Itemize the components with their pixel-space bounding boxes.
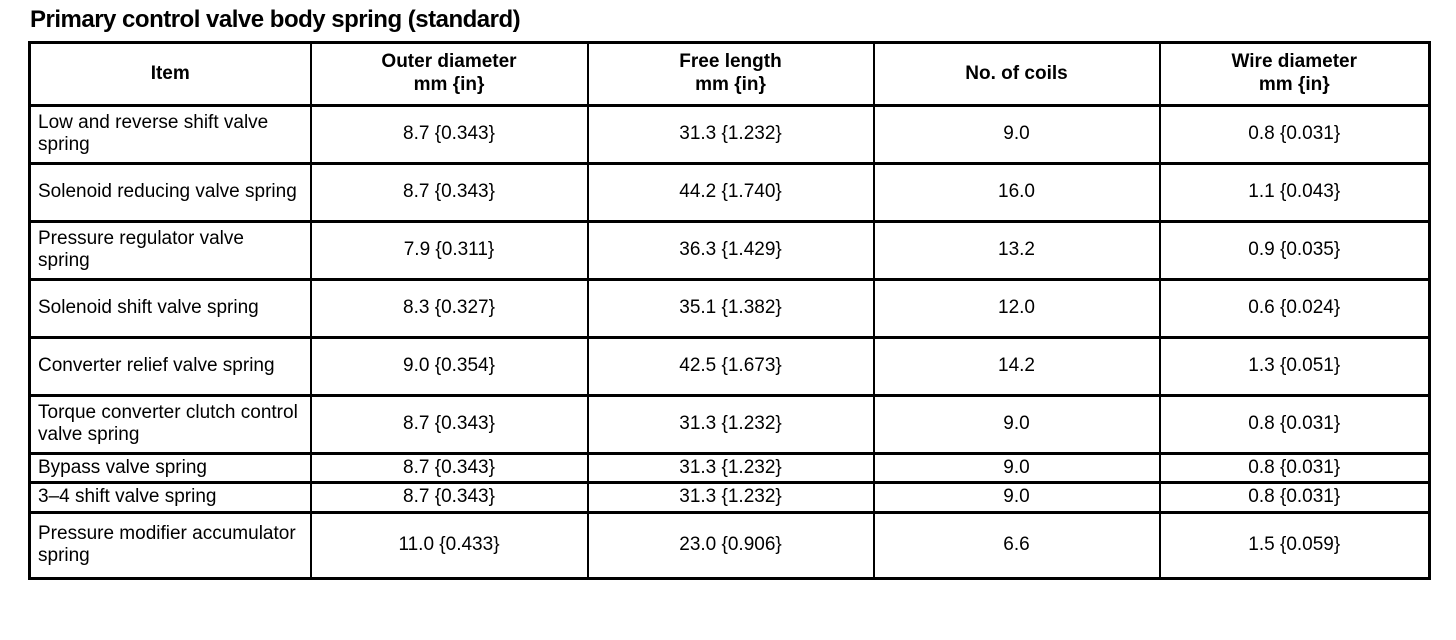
outer-diameter-cell: 8.7 {0.343} [309,393,589,455]
no-of-coils-cell: 9.0 [872,393,1161,455]
outer-diameter-cell: 8.7 {0.343} [309,451,589,485]
column-header-unit: mm {in} [413,73,485,95]
item-cell: 3–4 shift valve spring [28,481,312,514]
column-header-free-length: Free length mm {in} [586,40,875,107]
outer-diameter-cell: 8.7 {0.343} [309,161,589,223]
wire-diameter-cell: 0.8 {0.031} [1158,393,1431,455]
table-row: Solenoid shift valve spring 8.3 {0.327} 35… [28,277,1431,339]
column-header-label: Free length [679,51,782,73]
no-of-coils-cell: 16.0 [872,161,1161,223]
free-length-cell: 31.3 {1.232} [586,481,875,514]
outer-diameter-cell: 11.0 {0.433} [309,510,589,580]
spring-spec-table: Item Outer diameter mm {in} Free length mm {… [28,40,1431,580]
wire-diameter-cell: 0.8 {0.031} [1158,451,1431,485]
no-of-coils-cell: 14.2 [872,335,1161,397]
item-cell: Pressure modifier accumulator spring [28,510,312,580]
column-header-label: Item [150,62,190,84]
column-header-label: Wire diameter [1231,51,1358,73]
table-row: Solenoid reducing valve spring 8.7 {0.343… [28,161,1431,223]
outer-diameter-cell: 8.3 {0.327} [309,277,589,339]
table-row: Pressure regulator valve spring 7.9 {0.31… [28,219,1431,281]
wire-diameter-cell: 1.5 {0.059} [1158,510,1431,580]
wire-diameter-cell: 1.3 {0.051} [1158,335,1431,397]
free-length-cell: 42.5 {1.673} [586,335,875,397]
no-of-coils-cell: 9.0 [872,103,1161,165]
table-row: Torque converter clutch control valve sp… [28,393,1431,455]
free-length-cell: 35.1 {1.382} [586,277,875,339]
no-of-coils-cell: 6.6 [872,510,1161,580]
outer-diameter-cell: 8.7 {0.343} [309,103,589,165]
table-row: Pressure modifier accumulator spring 11.0… [28,510,1431,580]
outer-diameter-cell: 7.9 {0.311} [309,219,589,281]
no-of-coils-cell: 12.0 [872,277,1161,339]
column-header-label: Outer diameter [381,51,517,73]
item-cell: Bypass valve spring [28,451,312,485]
column-header-item: Item [28,40,312,107]
table-title: Primary control valve body spring (stand… [30,6,521,33]
column-header-unit: mm {in} [1258,73,1330,95]
free-length-cell: 31.3 {1.232} [586,393,875,455]
wire-diameter-cell: 0.8 {0.031} [1158,481,1431,514]
column-header-unit: mm {in} [695,73,766,95]
item-cell: Torque converter clutch control valve sp… [28,393,312,455]
item-cell: Solenoid shift valve spring [28,277,312,339]
column-header-no-of-coils: No. of coils [872,40,1161,107]
item-cell: Solenoid reducing valve spring [28,161,312,223]
column-header-label: No. of coils [965,62,1068,84]
item-cell: Pressure regulator valve spring [28,219,312,281]
table-header-row: Item Outer diameter mm {in} Free length mm {… [28,40,1431,107]
free-length-cell: 31.3 {1.232} [586,451,875,485]
free-length-cell: 23.0 {0.906} [586,510,875,580]
table-row: 3–4 shift valve spring 8.7 {0.343} 31.3 {1… [28,481,1431,514]
item-cell: Low and reverse shift valve spring [28,103,312,165]
free-length-cell: 36.3 {1.429} [586,219,875,281]
free-length-cell: 44.2 {1.740} [586,161,875,223]
no-of-coils-cell: 13.2 [872,219,1161,281]
wire-diameter-cell: 1.1 {0.043} [1158,161,1431,223]
table-row: Converter relief valve spring 9.0 {0.354}… [28,335,1431,397]
wire-diameter-cell: 0.6 {0.024} [1158,277,1431,339]
outer-diameter-cell: 8.7 {0.343} [309,481,589,514]
free-length-cell: 31.3 {1.232} [586,103,875,165]
table-row: Bypass valve spring 8.7 {0.343} 31.3 {1.23… [28,451,1431,485]
wire-diameter-cell: 0.8 {0.031} [1158,103,1431,165]
no-of-coils-cell: 9.0 [872,481,1161,514]
table-row: Low and reverse shift valve spring 8.7 {0… [28,103,1431,165]
wire-diameter-cell: 0.9 {0.035} [1158,219,1431,281]
outer-diameter-cell: 9.0 {0.354} [309,335,589,397]
no-of-coils-cell: 9.0 [872,451,1161,485]
item-cell: Converter relief valve spring [28,335,312,397]
column-header-wire-diameter: Wire diameter mm {in} [1158,40,1431,107]
column-header-outer-diameter: Outer diameter mm {in} [309,40,589,107]
